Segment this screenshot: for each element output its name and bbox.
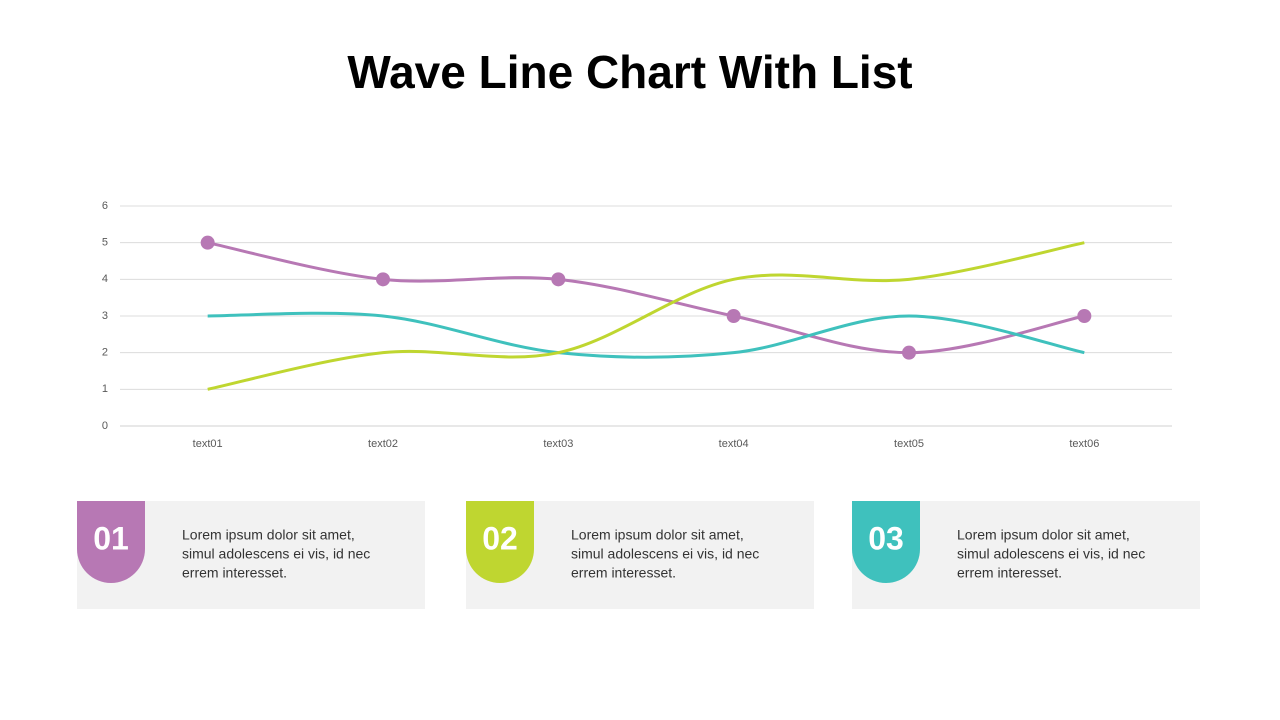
card-badge — [77, 501, 145, 583]
point-marker — [902, 345, 916, 360]
point-marker — [726, 309, 741, 323]
x-tick-label: text05 — [894, 438, 924, 450]
x-tick-label: text02 — [368, 438, 398, 450]
card-text: simul adolescens ei vis, id nec — [957, 546, 1145, 562]
point-marker — [1077, 309, 1092, 323]
card-text: simul adolescens ei vis, id nec — [571, 546, 759, 562]
series-line — [207, 241, 1085, 355]
card-text: Lorem ipsum dolor sit amet, — [957, 527, 1130, 543]
card-number: 03 — [868, 520, 904, 556]
x-tick-label: text06 — [1069, 438, 1099, 450]
card-text: errem interesset. — [182, 565, 287, 581]
card-text: errem interesset. — [571, 565, 676, 581]
x-tick-label: text01 — [193, 438, 223, 450]
x-tick-label: text04 — [719, 438, 749, 450]
card-text: Lorem ipsum dolor sit amet, — [182, 527, 355, 543]
y-tick-label: 2 — [102, 347, 108, 359]
series-line — [207, 241, 1085, 391]
card-number: 02 — [482, 520, 518, 556]
point-marker — [200, 235, 215, 250]
y-tick-label: 3 — [102, 310, 108, 322]
card-badge — [466, 501, 534, 583]
card-number: 01 — [93, 520, 129, 556]
x-tick-label: text03 — [543, 438, 573, 450]
card-text: Lorem ipsum dolor sit amet, — [571, 527, 744, 543]
y-tick-label: 0 — [102, 420, 108, 432]
point-marker — [376, 272, 390, 287]
y-tick-label: 5 — [102, 237, 108, 249]
card-badge — [852, 501, 920, 583]
y-tick-label: 1 — [102, 383, 108, 395]
slide-title: Wave Line Chart With List — [347, 46, 912, 98]
series-line — [207, 311, 1085, 359]
card-text: errem interesset. — [957, 565, 1062, 581]
y-tick-label: 4 — [102, 273, 108, 285]
point-marker — [551, 272, 566, 287]
card-text: simul adolescens ei vis, id nec — [182, 546, 370, 562]
y-tick-label: 6 — [102, 200, 108, 212]
